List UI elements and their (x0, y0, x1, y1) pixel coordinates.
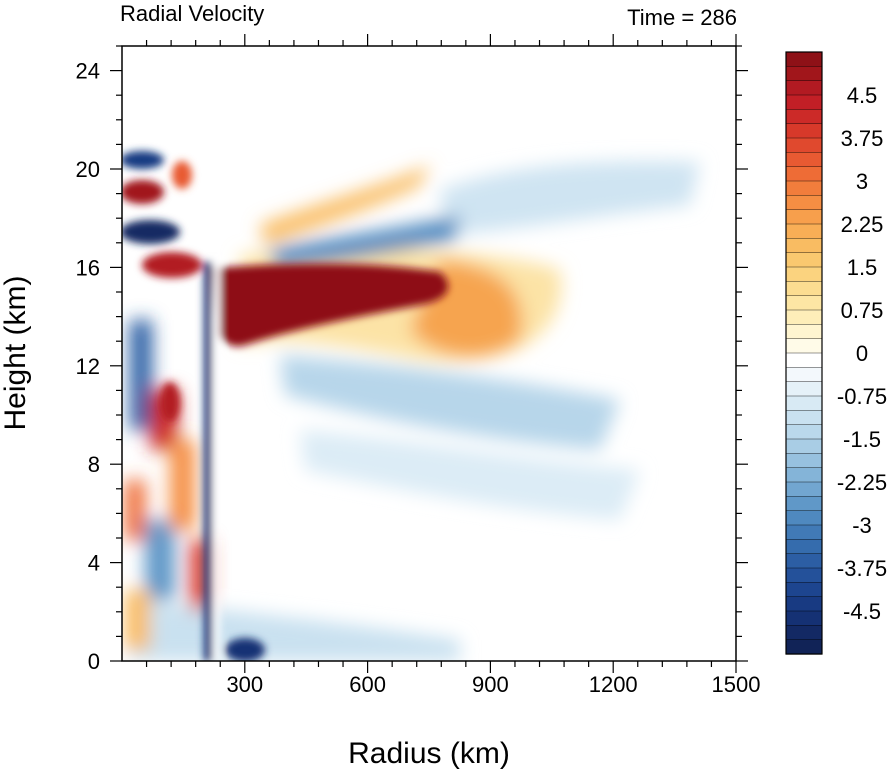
colorbar-swatch (785, 281, 823, 297)
x-axis-label: Radius (km) (348, 737, 510, 770)
upper-outflow-streak (260, 165, 430, 245)
y-tick-label: 8 (88, 452, 100, 477)
colorbar-swatch (785, 395, 823, 411)
chart-title: Radial Velocity (120, 1, 264, 26)
colorbar-swatch (785, 295, 823, 311)
y-tick-label: 4 (88, 551, 100, 576)
colorbar-swatch (785, 180, 823, 196)
mid-inflow-band (280, 355, 620, 450)
colorbar-swatch (785, 381, 823, 397)
colorbar-label: 2.25 (841, 212, 884, 237)
colorbar-swatch (785, 66, 823, 82)
axis-ticks (110, 34, 748, 673)
x-tick-label: 1200 (589, 672, 638, 697)
colorbar-swatch (785, 367, 823, 383)
upper-inflow-layer (440, 161, 700, 235)
colorbar-swatch (785, 539, 823, 555)
colorbar-swatch (785, 610, 823, 626)
colorbar-swatch (785, 123, 823, 139)
colorbar-swatch (785, 109, 823, 125)
colorbar-swatch (785, 209, 823, 225)
x-tick-labels: 300 600 900 1200 1500 (226, 672, 760, 697)
colorbar-swatch (785, 166, 823, 182)
colorbar-label: -4.5 (843, 599, 881, 624)
colorbar-swatch (785, 510, 823, 526)
colorbar-swatch (785, 223, 823, 239)
time-label: Time = 286 (627, 5, 737, 30)
colorbar-label: -2.25 (837, 470, 887, 495)
colorbar-label: 0 (856, 341, 868, 366)
y-tick-label: 16 (76, 255, 100, 280)
colorbar-swatch (785, 524, 823, 540)
x-tick-label: 600 (349, 672, 386, 697)
colorbar-swatch (785, 567, 823, 583)
colorbar-swatch (785, 596, 823, 612)
colorbar-swatch (785, 238, 823, 254)
colorbar-swatch (785, 137, 823, 153)
colorbar-swatch (785, 481, 823, 497)
colorbar-swatch (785, 424, 823, 440)
y-tick-label: 20 (76, 157, 100, 182)
colorbar-swatch (785, 496, 823, 512)
colorbar-swatch (785, 467, 823, 483)
colorbar-swatch (785, 582, 823, 598)
velocity-field (122, 46, 736, 661)
plot-frame (121, 45, 737, 662)
upper-inflow-streak (270, 215, 460, 270)
outflow-jet (212, 263, 449, 347)
colorbar-swatch (785, 625, 823, 641)
colorbar-label: -3.75 (837, 556, 887, 581)
colorbar-label: 1.5 (847, 255, 878, 280)
colorbar-swatch (785, 352, 823, 368)
colorbar-swatch (785, 94, 823, 110)
colorbar-labels: 4.5 3.75 3 2.25 1.5 0.75 0 -0.75 -1.5 -2.25 -3 -3.7… (837, 83, 887, 624)
colorbar-label: 4.5 (847, 83, 878, 108)
colorbar-swatch (785, 639, 823, 655)
colorbar-swatch (785, 266, 823, 282)
colorbar-swatch (785, 553, 823, 569)
colorbar-swatch (785, 410, 823, 426)
colorbar-label: -0.75 (837, 384, 887, 409)
y-tick-label: 12 (76, 354, 100, 379)
colorbar-swatch (785, 152, 823, 168)
colorbar-label: -3 (852, 513, 872, 538)
y-tick-labels: 0 4 8 12 16 20 24 (76, 59, 100, 674)
x-tick-label: 300 (226, 672, 263, 697)
y-tick-label: 0 (88, 649, 100, 674)
x-tick-label: 1500 (712, 672, 761, 697)
colorbar-swatch (785, 324, 823, 340)
colorbar-label: 3 (856, 169, 868, 194)
colorbar-swatch (785, 80, 823, 96)
colorbar-label: 3.75 (841, 126, 884, 151)
colorbar-label: 0.75 (841, 298, 884, 323)
colorbar-swatch (785, 438, 823, 454)
y-axis-label: Height (km) (0, 275, 32, 430)
colorbar-swatch (785, 453, 823, 469)
colorbar-swatch (785, 195, 823, 211)
colorbar-label: -1.5 (843, 427, 881, 452)
y-tick-label: 24 (76, 59, 100, 84)
surface-inflow (130, 600, 460, 661)
colorbar-swatch (785, 51, 823, 67)
colorbar (785, 51, 823, 655)
colorbar-frame (785, 51, 823, 655)
colorbar-swatch (785, 252, 823, 268)
colorbar-swatch (785, 309, 823, 325)
x-tick-label: 900 (472, 672, 509, 697)
lower-inflow-band (300, 430, 640, 520)
colorbar-swatch (785, 338, 823, 354)
